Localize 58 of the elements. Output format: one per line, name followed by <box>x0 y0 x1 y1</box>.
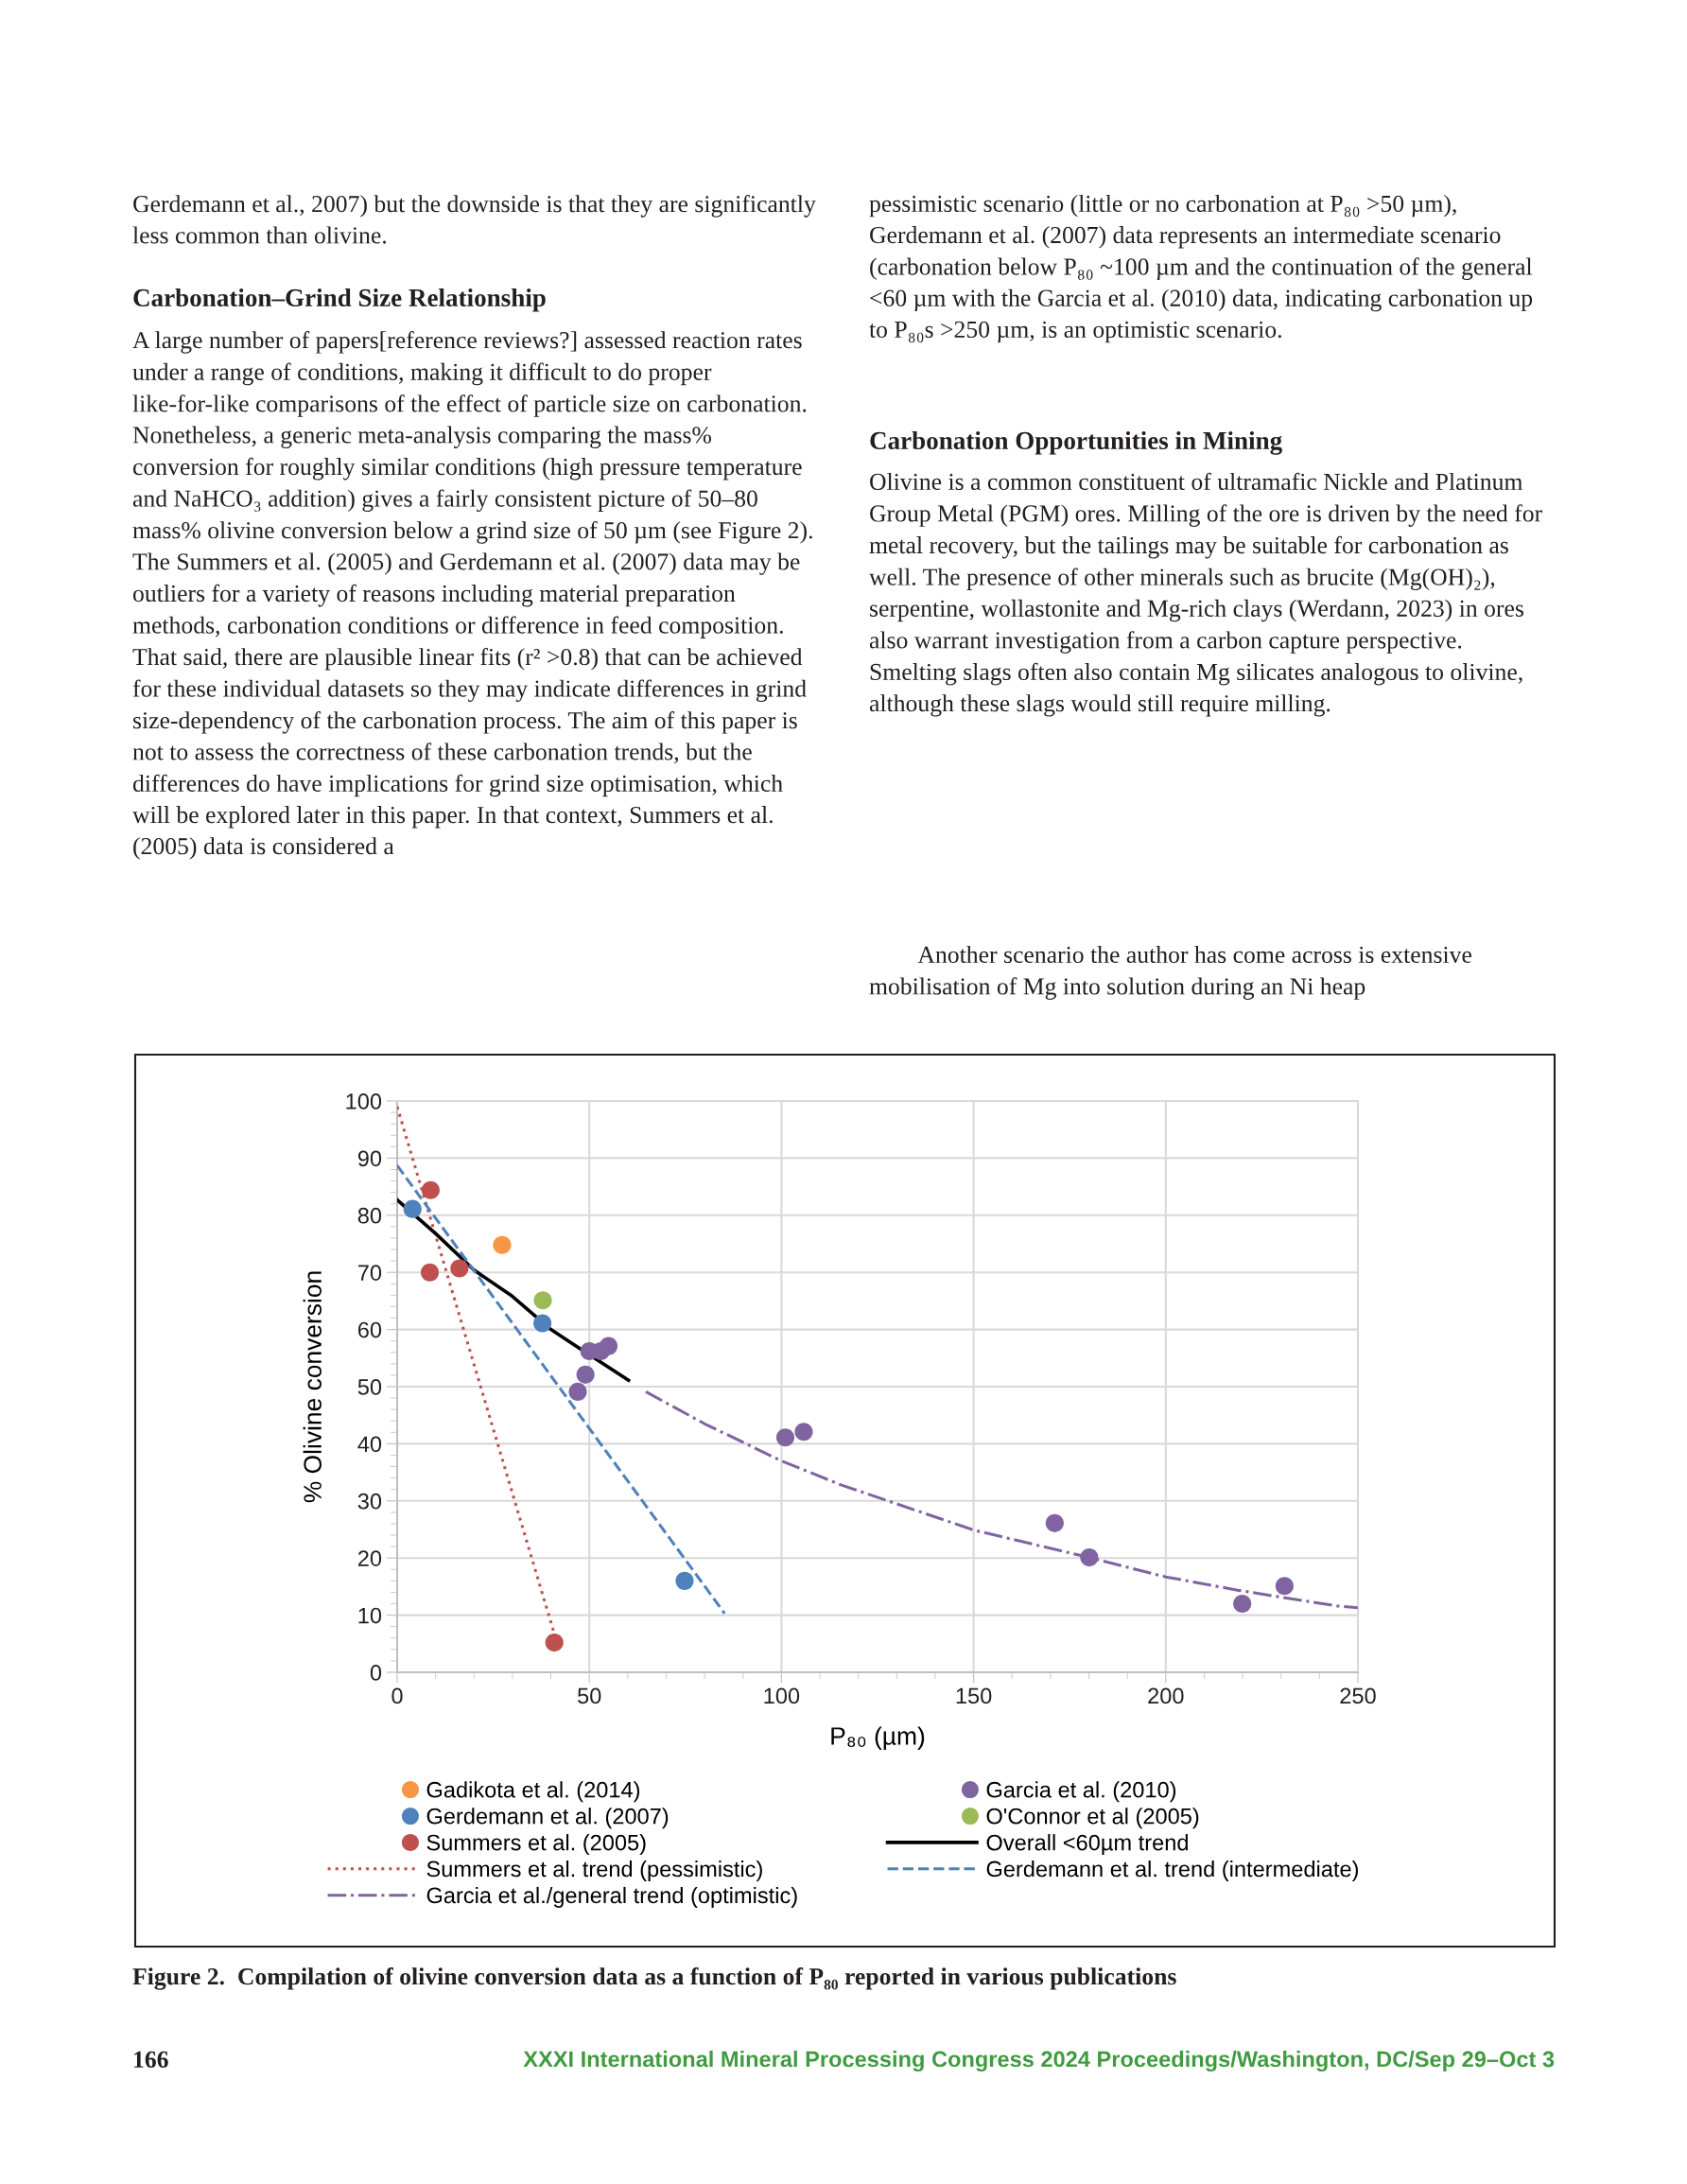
point <box>450 1259 469 1278</box>
legend-label: O'Connor et al (2005) <box>986 1808 1199 1829</box>
text: Carbonation Opportunities in Mining <box>870 431 1282 455</box>
point <box>576 1365 595 1384</box>
point <box>421 1180 440 1199</box>
y-tick-label: 10 <box>358 1607 382 1624</box>
y-tick-label: 40 <box>357 1436 382 1453</box>
legend-label: Garcia et al. (2010) <box>986 1781 1176 1803</box>
y-axis-title: % Olivine conversion <box>303 1271 322 1503</box>
point <box>420 1263 440 1282</box>
x-axis-title: P₈₀ (µm) <box>831 1726 925 1751</box>
text: XXXI International Mineral Processing Congress 2024 Proceedings/Washington, DC/Sep 29–Oct 3 <box>523 2051 1555 2072</box>
legend-label: Garcia et al./general trend (optimistic) <box>426 1886 797 1908</box>
point <box>1045 1513 1064 1532</box>
legend-label: Summers et al. trend (pessimistic) <box>426 1860 762 1881</box>
legend-label: Gerdemann et al. trend (intermediate) <box>986 1860 1358 1881</box>
y-tick-label: 20 <box>357 1550 382 1566</box>
y-tick-label: 100 <box>346 1093 382 1109</box>
point <box>794 1423 813 1441</box>
y-tick-label: 70 <box>357 1265 382 1281</box>
legend-label: Gerdemann et al. (2007) <box>426 1808 669 1829</box>
text: 166 <box>134 2051 168 2069</box>
y-tick-label: 30 <box>357 1493 382 1510</box>
legend-label: Overall <60µm trend <box>986 1834 1188 1856</box>
text: Gerdemann et al., 2007) but the downside is that they are significantly less common than olivine. <box>132 195 816 244</box>
x-tick-label: 250 <box>1340 1687 1376 1704</box>
point <box>493 1235 512 1254</box>
y-tick-label: 90 <box>357 1150 382 1167</box>
point <box>599 1337 618 1355</box>
text: Olivine is a common constituent of ultramafic Nickle and Platinum Group Metal (PGM) ores. Milling of the ore is driven by the need for metal recovery, but the tailings may be suitable for carbonation as well. The presence of other minerals such as brucite (Mg(OH)₂), serpentine, wollastonite and Mg-rich clays (Werdann, 2023) in ores also warrant investigation from a carbon capture perspective. Smelting slags often also contain Mg silicates analogous to olivine, although these slags would still require milling. <box>869 472 1542 717</box>
x-tick-label: 50 <box>578 1687 601 1704</box>
text: pessimistic scenario (little or no carbonation at P₈₀ >50 µm), Gerdemann et al. (2007) data represents an intermediate scenario (carbonation below P₈₀ ~100 µm and the continuation of the general <60 µm with the Garcia et al. (2010) data, indicating carbonation up to P₈₀s >250 µm, is an optimistic scenario. <box>869 195 1533 343</box>
y-tick-label: 80 <box>357 1207 382 1224</box>
point <box>675 1571 694 1590</box>
x-tick-label: 0 <box>391 1687 403 1704</box>
y-tick-label: 0 <box>370 1665 382 1681</box>
point <box>1080 1548 1099 1567</box>
text: Carbonation–Grind Size Relationship <box>133 288 546 312</box>
line-series <box>397 1197 631 1383</box>
text: Another scenario the author has come across is extensive mobilisation of Mg into solution during an Ni heap <box>869 946 1471 1000</box>
legend-label: Gadikota et al. (2014) <box>426 1781 640 1803</box>
line-series <box>644 1389 1358 1610</box>
point <box>403 1199 422 1218</box>
x-tick-label: 150 <box>956 1687 992 1704</box>
point <box>533 1314 552 1333</box>
point <box>533 1291 552 1310</box>
x-tick-label: 200 <box>1148 1687 1184 1704</box>
y-tick-label: 50 <box>357 1379 382 1395</box>
x-tick-label: 100 <box>764 1687 800 1704</box>
point <box>1233 1594 1252 1614</box>
y-tick-label: 60 <box>357 1321 382 1338</box>
point <box>775 1428 795 1447</box>
point <box>568 1382 587 1401</box>
text: A large number of papers[reference reviews?] assessed reaction rates under a range of conditions, making it difficult to do proper like-for-like comparisons of the effect of particle size on carbonation. Nonetheless, a generic meta-analysis comparing the mass% conversion for roughly similar conditions (high pressure temperature and NaHCO₃ addition) gives a fairly consistent picture of 50–80 mass% olivine conversion below a grind size of 50 µm (see Figure 2). The Summers et al. (2005) and Gerdemann et al. (2007) data may be outliers for a variety of reasons including material preparation methods, carbonation conditions or difference in feed composition. That said, there are plausible linear fits (r² >0.8) that can be achieved for these individual datasets so they may indicate differences in grind size-dependency of the carbonation process. The aim of this paper is not to assess the correctness of these carbonation trends, but the differences do have implications for grind size optimisation, which will be explored later in this paper. In that context, Summers et al. (2005) data is considered a <box>132 331 812 860</box>
point <box>1275 1577 1294 1596</box>
point <box>545 1634 564 1652</box>
legend-label: Summers et al. (2005) <box>426 1834 646 1856</box>
text: Figure 2. Compilation of olivine conversion data as a function of P₈₀ reported in various publications <box>132 1967 1176 1990</box>
